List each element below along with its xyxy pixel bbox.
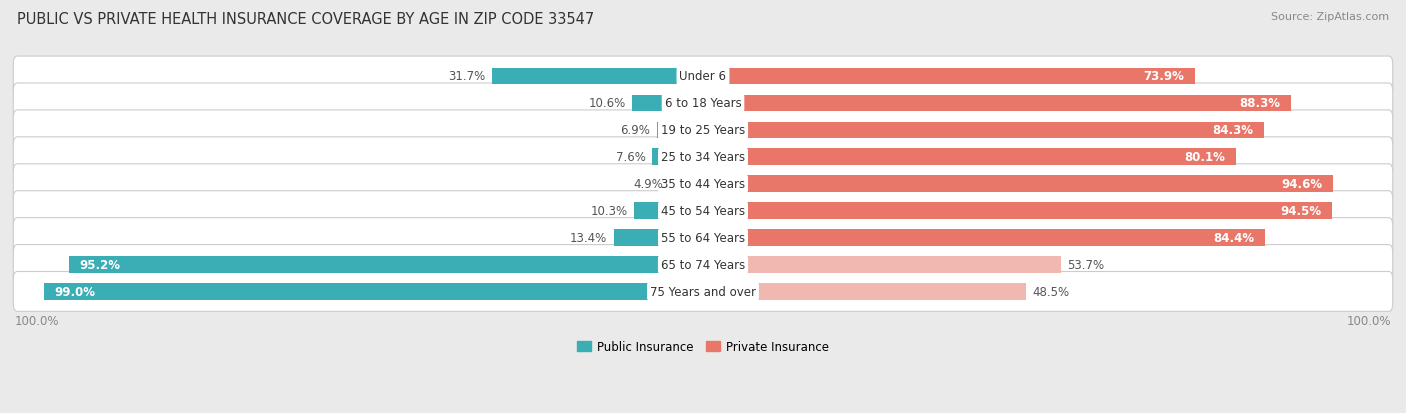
Text: 55 to 64 Years: 55 to 64 Years: [661, 232, 745, 244]
Bar: [703, 69, 1195, 85]
Text: 45 to 54 Years: 45 to 54 Years: [661, 205, 745, 218]
Text: PUBLIC VS PRIVATE HEALTH INSURANCE COVERAGE BY AGE IN ZIP CODE 33547: PUBLIC VS PRIVATE HEALTH INSURANCE COVER…: [17, 12, 595, 27]
Text: 10.3%: 10.3%: [591, 205, 627, 218]
Text: 6.9%: 6.9%: [620, 124, 651, 137]
Text: 4.9%: 4.9%: [634, 178, 664, 191]
Text: 53.7%: 53.7%: [1067, 259, 1104, 271]
Text: 7.6%: 7.6%: [616, 151, 645, 164]
Text: 13.4%: 13.4%: [569, 232, 607, 244]
FancyBboxPatch shape: [13, 138, 1393, 177]
Text: 73.9%: 73.9%: [1143, 70, 1184, 83]
Bar: [703, 149, 1236, 166]
FancyBboxPatch shape: [13, 272, 1393, 311]
Text: 6 to 18 Years: 6 to 18 Years: [665, 97, 741, 110]
FancyBboxPatch shape: [13, 191, 1393, 231]
Text: Under 6: Under 6: [679, 70, 727, 83]
FancyBboxPatch shape: [13, 84, 1393, 123]
FancyBboxPatch shape: [13, 57, 1393, 97]
FancyBboxPatch shape: [13, 218, 1393, 258]
Legend: Public Insurance, Private Insurance: Public Insurance, Private Insurance: [572, 336, 834, 358]
Bar: [634, 203, 703, 219]
Text: 99.0%: 99.0%: [55, 285, 96, 298]
Text: 84.3%: 84.3%: [1212, 124, 1254, 137]
Text: 48.5%: 48.5%: [1032, 285, 1070, 298]
Bar: [657, 122, 703, 139]
FancyBboxPatch shape: [13, 164, 1393, 204]
Bar: [614, 230, 703, 246]
Text: 31.7%: 31.7%: [449, 70, 485, 83]
Text: 35 to 44 Years: 35 to 44 Years: [661, 178, 745, 191]
Text: 95.2%: 95.2%: [80, 259, 121, 271]
Text: 88.3%: 88.3%: [1239, 97, 1281, 110]
Text: 25 to 34 Years: 25 to 34 Years: [661, 151, 745, 164]
FancyBboxPatch shape: [13, 245, 1393, 285]
Text: 80.1%: 80.1%: [1185, 151, 1226, 164]
Text: 94.6%: 94.6%: [1281, 178, 1322, 191]
Bar: [703, 256, 1060, 273]
Bar: [703, 230, 1265, 246]
Text: 10.6%: 10.6%: [589, 97, 626, 110]
FancyBboxPatch shape: [13, 111, 1393, 150]
Bar: [44, 283, 703, 300]
Text: 84.4%: 84.4%: [1213, 232, 1254, 244]
Bar: [703, 203, 1331, 219]
Bar: [633, 95, 703, 112]
Text: Source: ZipAtlas.com: Source: ZipAtlas.com: [1271, 12, 1389, 22]
Bar: [652, 149, 703, 166]
Bar: [703, 95, 1291, 112]
Bar: [703, 122, 1264, 139]
Bar: [69, 256, 703, 273]
Bar: [492, 69, 703, 85]
Bar: [703, 176, 1333, 192]
Text: 65 to 74 Years: 65 to 74 Years: [661, 259, 745, 271]
Bar: [703, 283, 1026, 300]
Text: 94.5%: 94.5%: [1281, 205, 1322, 218]
Text: 75 Years and over: 75 Years and over: [650, 285, 756, 298]
Text: 19 to 25 Years: 19 to 25 Years: [661, 124, 745, 137]
Bar: [671, 176, 703, 192]
